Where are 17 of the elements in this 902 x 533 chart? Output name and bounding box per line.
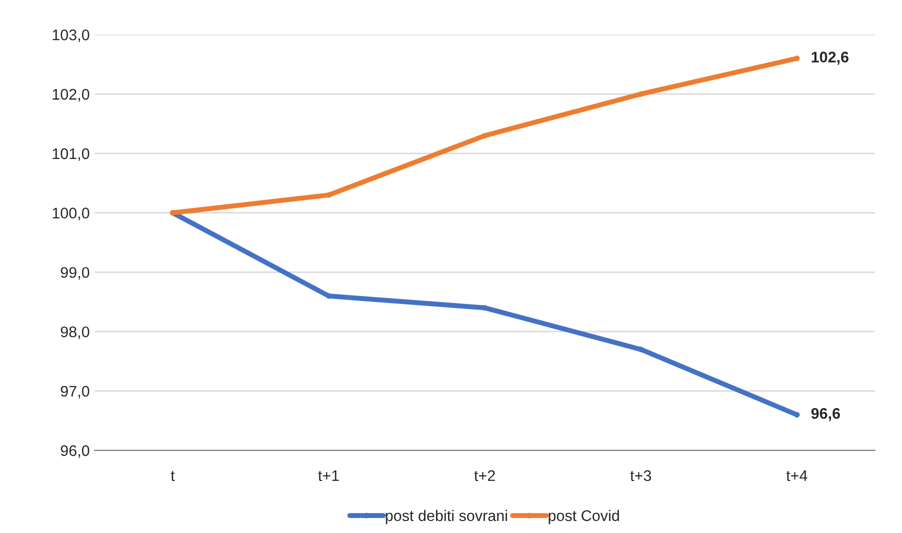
x-tick-label: t+3 bbox=[630, 470, 652, 482]
y-tick-label: 97,0 bbox=[60, 386, 90, 398]
data-label: 96,6 bbox=[811, 408, 840, 422]
x-tick-label: t+4 bbox=[786, 470, 808, 482]
y-tick-label: 98,0 bbox=[60, 326, 90, 340]
legend-label: post Covid bbox=[548, 510, 619, 524]
y-tick-label: 100,0 bbox=[52, 208, 90, 220]
y-tick-label: 101,0 bbox=[52, 148, 90, 161]
x-tick-label: t bbox=[170, 471, 175, 482]
y-tick-label: 103,0 bbox=[52, 30, 90, 42]
data-label: 102,6 bbox=[812, 52, 848, 65]
x-tick-label: t+2 bbox=[474, 470, 495, 482]
y-tick-label: 96,0 bbox=[60, 445, 90, 458]
legend-label: post debiti sovrani bbox=[386, 510, 507, 524]
x-tick-label: t+1 bbox=[318, 470, 339, 482]
y-tick-label: 99,0 bbox=[60, 267, 90, 280]
y-tick-label: 102,0 bbox=[52, 88, 90, 102]
